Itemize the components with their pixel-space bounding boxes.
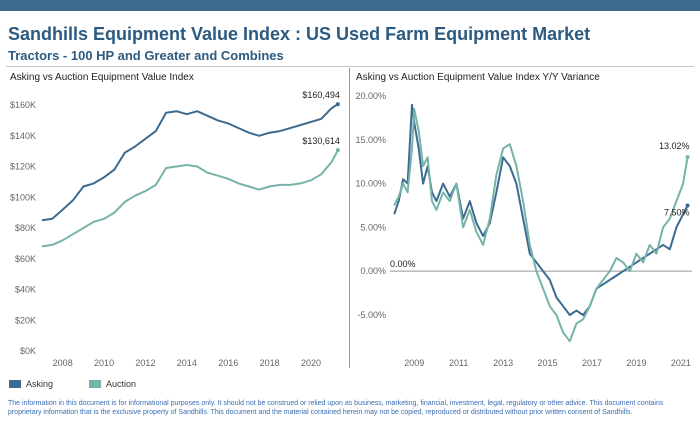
chart0-y-tick-label: $120K: [10, 162, 36, 172]
chart1-annotation: 0.00%: [390, 259, 416, 269]
chart0-y-tick-label: $100K: [10, 192, 36, 202]
chart0-x-tick-label: 2018: [260, 358, 280, 368]
chart1-annotation: 7.50%: [664, 207, 690, 217]
chart1-auction-end-point: [685, 155, 690, 160]
chart0-x-tick-label: 2014: [177, 358, 197, 368]
legend-swatch-auction: [89, 380, 102, 388]
chart1-x-tick-label: 2017: [582, 358, 602, 368]
chart1-annotation: 13.02%: [659, 141, 690, 151]
chart1-y-tick-label: 20.00%: [355, 91, 386, 101]
chart1-x-tick-label: 2019: [626, 358, 646, 368]
chart0-y-tick-label: $20K: [15, 315, 36, 325]
chart1-x-tick-label: 2009: [404, 358, 424, 368]
chart0-y-tick-label: $60K: [15, 254, 36, 264]
chart0-x-tick-label: 2020: [301, 358, 321, 368]
chart0-x-tick-label: 2010: [94, 358, 114, 368]
header-bar: [0, 0, 700, 11]
chart1-x-tick-label: 2011: [449, 358, 468, 368]
chart1-y-tick-label: 15.00%: [355, 135, 386, 145]
chart0-x-tick-label: 2016: [218, 358, 238, 368]
disclaimer-text: The information in this document is for …: [8, 400, 664, 416]
panel-divider: [349, 68, 350, 368]
chart0-x-tick-label: 2012: [135, 358, 155, 368]
legend-label-auction: Auction: [106, 379, 137, 389]
chart1-x-tick-label: 2013: [493, 358, 513, 368]
chart1-series-auction: [393, 108, 689, 343]
chart1-x-tick-label: 2021: [671, 358, 691, 368]
chart0-annotation: $130,614: [302, 136, 340, 146]
chart0-y-tick-label: $80K: [15, 223, 36, 233]
chart0-series-asking: [41, 103, 339, 222]
chart0-y-tick-label: $0K: [20, 346, 36, 356]
chart0-auction-end-point: [335, 148, 340, 153]
chart0-x-tick-label: 2008: [53, 358, 73, 368]
legend-item-auction: Auction: [89, 379, 136, 389]
chart0-y-tick-label: $160K: [10, 100, 36, 110]
chart0-annotation: $160,494: [302, 90, 340, 100]
page-subtitle: Tractors - 100 HP and Greater and Combin…: [8, 48, 284, 63]
charts-canvas: $0K $20K $40K $60K $80K $100K $120K $140K $160K 2…: [10, 90, 692, 368]
legend-label-asking: Asking: [26, 379, 54, 389]
chart0-series-auction: [41, 149, 339, 248]
left-chart-title: Asking vs Auction Equipment Value Index: [10, 72, 194, 83]
chart1-x-tick-label: 2015: [538, 358, 558, 368]
chart0-y-tick-label: $140K: [10, 131, 36, 141]
legend: Asking Auction: [9, 379, 172, 389]
legend-item-asking: Asking: [9, 379, 53, 389]
chart1-y-tick-label: 10.00%: [355, 179, 386, 189]
chart1-asking-end-point: [685, 203, 690, 208]
chart1-y-tick-label: 0.00%: [360, 266, 386, 276]
right-chart-title: Asking vs Auction Equipment Value Index …: [356, 72, 600, 83]
page-title: Sandhills Equipment Value Index : US Use…: [8, 24, 591, 44]
chart1-y-tick-label: -5.00%: [357, 310, 386, 320]
chart0-y-tick-label: $40K: [15, 285, 36, 295]
header-divider: [6, 66, 694, 67]
chart0-asking-end-point: [335, 102, 340, 107]
legend-swatch-asking: [9, 380, 21, 388]
chart1-y-tick-label: 5.00%: [360, 222, 386, 232]
